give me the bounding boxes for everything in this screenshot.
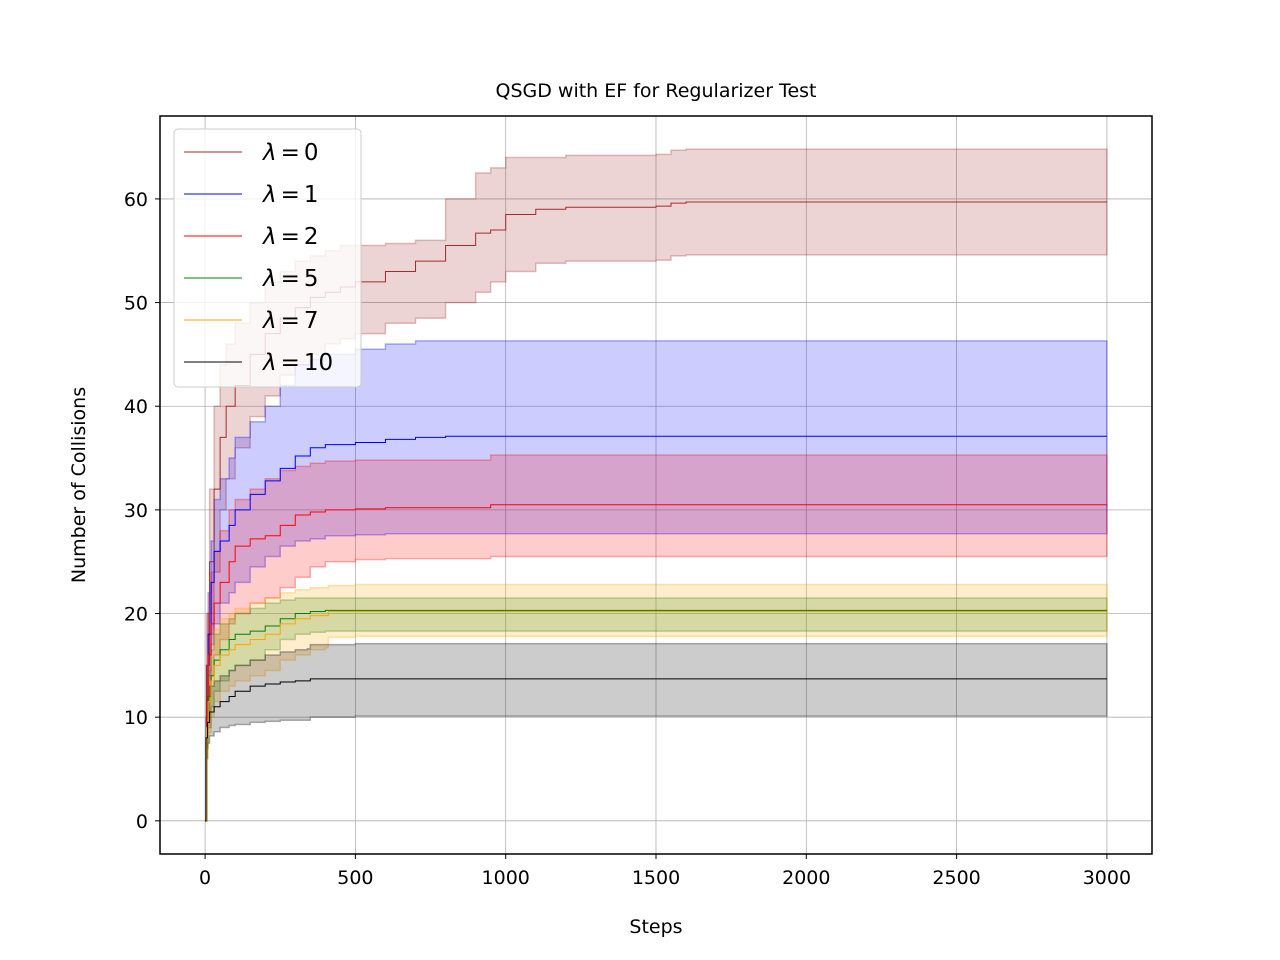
x-axis-label: Steps [629, 916, 682, 938]
legend-label-4: λ = 7 [261, 308, 319, 334]
legend: λ = 0 λ = 1 λ = 2 λ = 5 λ = 7 λ = 10 [173, 128, 362, 388]
y-tick-label: 30 [124, 500, 148, 522]
x-axis: 0 500 1000 1500 2000 2500 3000 [199, 854, 1131, 889]
line-series-5 [205, 678, 1107, 822]
y-tick-label: 20 [124, 604, 148, 626]
y-tick-label: 0 [136, 811, 148, 833]
legend-label-3: λ = 5 [261, 266, 319, 292]
x-tick-label: 500 [337, 867, 373, 889]
y-tick-label: 10 [124, 707, 148, 729]
legend-label-0: λ = 0 [261, 140, 319, 166]
x-tick-label: 2500 [932, 867, 980, 889]
x-tick-label: 0 [199, 867, 211, 889]
y-tick-label: 40 [124, 396, 148, 418]
legend-label-5: λ = 10 [261, 350, 333, 376]
line-series-1 [205, 435, 1107, 822]
legend-box [173, 128, 362, 388]
x-tick-label: 1000 [482, 867, 530, 889]
legend-label-1: λ = 1 [261, 182, 319, 208]
line-series-4 [205, 610, 1107, 822]
line-series-2 [205, 504, 1107, 822]
legend-label-2: λ = 2 [261, 224, 319, 250]
x-tick-label: 3000 [1083, 867, 1131, 889]
y-axis: 0 10 20 30 40 50 60 [124, 189, 160, 833]
x-tick-label: 1500 [632, 867, 680, 889]
band-series-1 [205, 340, 1108, 822]
y-axis-label: Number of Collisions [68, 387, 90, 583]
chart-title: QSGD with EF for Regularizer Test [496, 80, 817, 102]
band-series-5 [205, 642, 1108, 822]
grid [160, 116, 1152, 854]
band-series-4 [205, 583, 1108, 822]
x-tick-label: 2000 [782, 867, 830, 889]
band-series-2 [205, 454, 1108, 822]
y-tick-label: 60 [124, 189, 148, 211]
y-tick-label: 50 [124, 293, 148, 315]
